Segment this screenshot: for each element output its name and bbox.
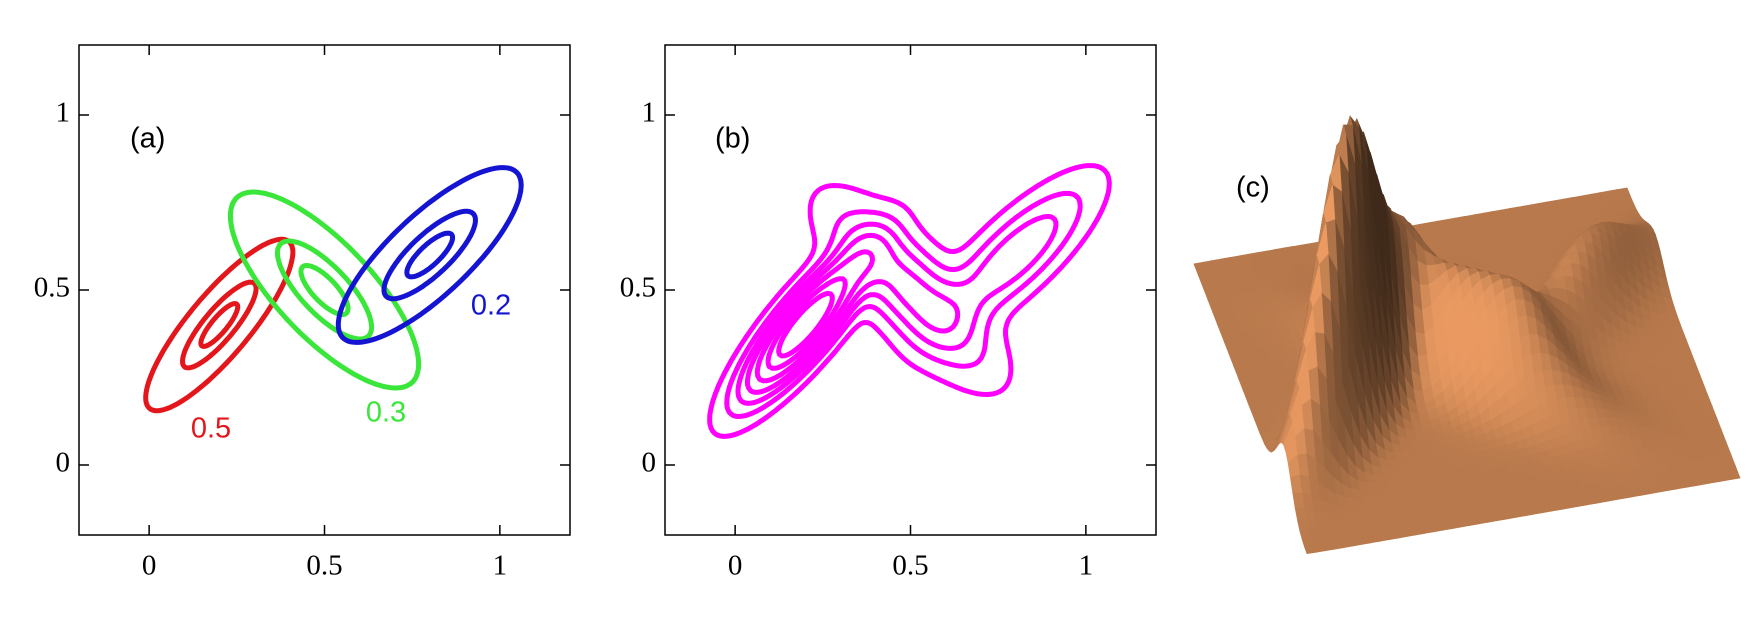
y-tick-label: 0: [642, 447, 657, 479]
component-label: 0.3: [366, 397, 406, 429]
contour: [404, 230, 456, 280]
contour: [724, 190, 1083, 419]
contour: [143, 236, 296, 414]
y-tick-label: 0.5: [620, 272, 656, 304]
surface: [1193, 114, 1741, 555]
surface-patch: [1304, 545, 1317, 555]
surface-patch: [1294, 507, 1308, 522]
contour: [776, 290, 835, 359]
x-tick-label: 1: [493, 550, 508, 582]
contour: [381, 208, 478, 302]
contour: [335, 165, 524, 345]
surface-patch: [1292, 492, 1305, 510]
y-tick-label: 0: [56, 447, 71, 479]
plot-frame: [664, 44, 1157, 536]
panel-label: (c): [1236, 172, 1270, 204]
surface-patch: [1290, 474, 1303, 494]
contour: [765, 276, 848, 371]
x-tick-label: 0: [142, 550, 157, 582]
panel-label: (a): [130, 123, 165, 155]
y-tick-label: 0.5: [34, 272, 70, 304]
contour: [754, 249, 875, 384]
y-tick-label: 1: [642, 97, 657, 129]
contour: [198, 301, 241, 349]
contour: [298, 263, 351, 317]
surface-patch: [1299, 530, 1312, 541]
contour: [707, 163, 1112, 439]
contour: [227, 189, 422, 391]
contour: [744, 232, 961, 395]
x-tick-label: 1: [1079, 550, 1094, 582]
panel-label: (b): [715, 123, 750, 155]
y-tick-label: 1: [56, 97, 71, 129]
plot-frame: [78, 44, 571, 536]
component-label: 0.5: [191, 413, 231, 445]
component-label: 0.2: [471, 290, 511, 322]
contour: [179, 279, 259, 371]
contour: [274, 238, 375, 342]
contour: [735, 214, 1059, 406]
x-tick-label: 0.5: [892, 550, 928, 582]
x-tick-label: 0: [728, 550, 743, 582]
x-tick-label: 0.5: [306, 550, 342, 582]
